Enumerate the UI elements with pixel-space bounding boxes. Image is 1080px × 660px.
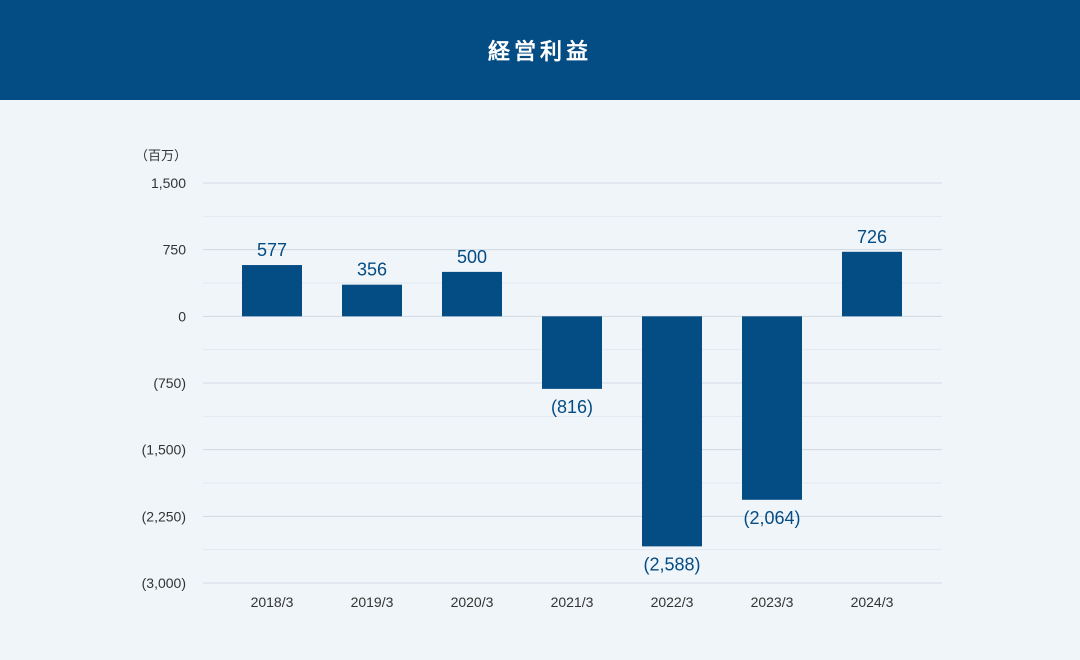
bar (742, 316, 802, 500)
bar (842, 251, 902, 317)
x-tick-label: 2020/3 (451, 594, 494, 610)
y-tick-label: (2,250) (142, 508, 186, 524)
x-tick-label: 2024/3 (851, 594, 894, 610)
data-label: (816) (551, 397, 593, 417)
bar (342, 284, 402, 317)
data-label: (2,588) (643, 554, 700, 574)
bars (242, 251, 902, 547)
y-axis-unit-label: （百万） (135, 149, 187, 164)
data-label: 726 (857, 227, 887, 247)
bar (542, 316, 602, 389)
chart-title: 経営利益 (487, 40, 592, 65)
x-tick-label: 2022/3 (651, 594, 694, 610)
x-tick-label: 2018/3 (251, 594, 294, 610)
bar (642, 316, 702, 547)
chart-area: （百万） 577 356 500 (816) (2,588) (2,064) 726 1,5… (0, 100, 1080, 660)
bar-chart: （百万） 577 356 500 (816) (2,588) (2,064) 726 1,5… (135, 149, 942, 610)
data-label: 356 (357, 260, 387, 280)
y-tick-label: 750 (163, 242, 187, 258)
y-tick-label: 0 (178, 308, 186, 324)
y-tick-label: 1,500 (151, 175, 186, 191)
y-tick-label: (1,500) (142, 442, 186, 458)
chart-header: 経営利益 (0, 0, 1080, 100)
y-tick-label: (750) (153, 375, 186, 391)
data-labels: 577 356 500 (816) (2,588) (2,064) 726 (257, 227, 887, 575)
data-label: 500 (457, 247, 487, 267)
bar (442, 271, 502, 317)
data-label: (2,064) (743, 508, 800, 528)
data-label: 577 (257, 240, 287, 260)
bar (242, 265, 302, 317)
x-tick-label: 2023/3 (751, 594, 794, 610)
x-axis-ticks: 2018/3 2019/3 2020/3 2021/3 2022/3 2023/3 2024… (251, 594, 894, 610)
grid-lines (203, 182, 942, 584)
x-tick-label: 2019/3 (351, 594, 394, 610)
y-axis-ticks: 1,500 750 0 (750) (1,500) (2,250) (3,000) (142, 175, 187, 591)
x-tick-label: 2021/3 (551, 594, 594, 610)
y-tick-label: (3,000) (142, 575, 186, 591)
